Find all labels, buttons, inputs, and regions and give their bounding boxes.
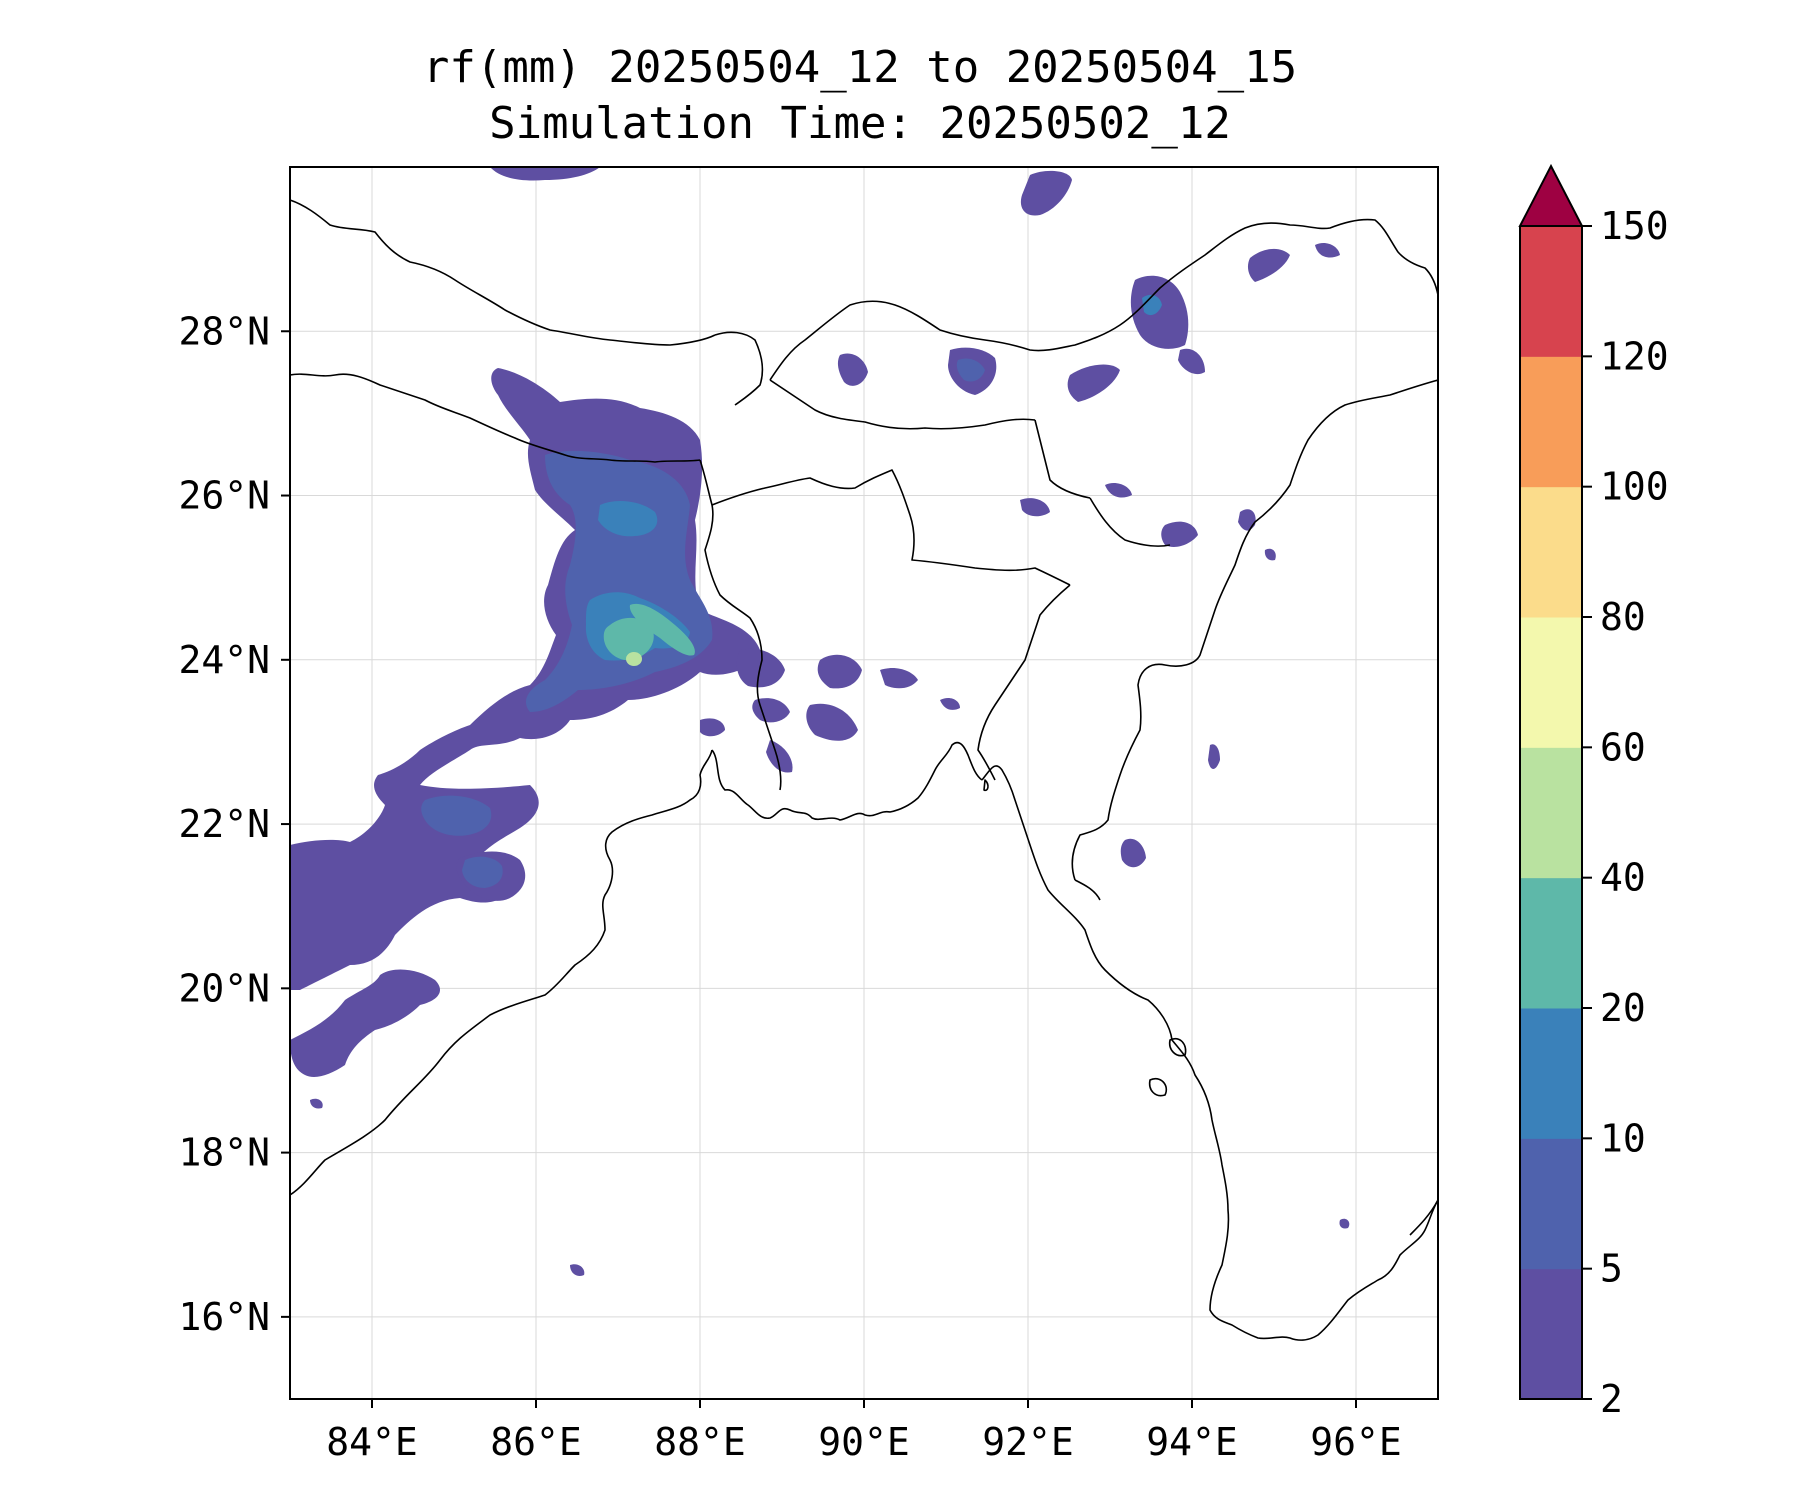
rain-patch-bay-2: [1339, 1218, 1350, 1229]
border-bhutan-south: [769, 379, 1036, 430]
rainfall-contours: [290, 167, 1350, 1276]
rain-core-level3-north: [598, 500, 658, 537]
rain-patch-tibet: [1020, 170, 1072, 216]
lon-tick-label: 94°E: [1146, 1420, 1238, 1464]
lon-tick-label: 86°E: [490, 1420, 582, 1464]
figure-title-line1: rf(mm) 20250504_12 to 20250504_15: [423, 42, 1297, 93]
colorbar-tick-label: 5: [1600, 1247, 1623, 1291]
border-myanmar-coastal: [1074, 879, 1101, 901]
rain-patch-chin: [1120, 838, 1146, 868]
rain-core-level4: [603, 617, 654, 661]
lon-tick-label: 88°E: [654, 1420, 746, 1464]
rain-patch-central-1: [736, 648, 785, 688]
rain-patch-arunachal-core: [1142, 294, 1162, 316]
lat-tick-label: 22°N: [178, 802, 270, 846]
colorbar-segment: [1520, 1008, 1582, 1139]
rain-patch-central-4: [752, 698, 790, 723]
colorbar-segment: [1520, 356, 1582, 488]
rain-patch-arunachal-4: [1178, 348, 1205, 375]
rain-patch-level2-sw: [462, 856, 503, 888]
colorbar-tick-label: 10: [1600, 1116, 1646, 1160]
rain-patch-west-small: [310, 1098, 323, 1109]
border-nepal-north: [290, 199, 716, 346]
border-myanmar-thailand: [1409, 1199, 1438, 1236]
border-bangladesh-west: [699, 459, 782, 791]
rain-patch-central-5: [700, 718, 725, 737]
island-ramree: [1168, 1037, 1187, 1057]
colorbar-tick-label: 120: [1600, 334, 1669, 378]
coastline-bengal-delta: [711, 741, 983, 821]
rain-peak-level5: [626, 652, 642, 666]
border-assam: [1034, 419, 1171, 547]
colorbar-tick-label: 2: [1600, 1377, 1623, 1421]
colorbar-tick-label: 20: [1600, 986, 1646, 1030]
figure-title-line2: Simulation Time: 20250502_12: [489, 98, 1231, 149]
colorbar-extend-arrow: [1518, 163, 1584, 227]
border-bangladesh-north: [711, 469, 1071, 586]
lat-tick-label: 24°N: [178, 638, 270, 682]
rain-patch-central-6: [766, 740, 793, 773]
lon-tick-label: 96°E: [1310, 1420, 1402, 1464]
colorbar-segment: [1520, 1268, 1582, 1400]
colorbar-tick-label: 80: [1600, 595, 1646, 639]
border-bangladesh-east: [977, 584, 1071, 781]
border-nepal-south: [290, 373, 701, 463]
colorbar-segment: [1520, 747, 1582, 879]
rain-patch-bay-1: [570, 1264, 585, 1276]
rain-patch-arunachal-2: [1247, 248, 1290, 282]
rain-streak-level4: [629, 603, 695, 656]
colorbar-segment: [1520, 486, 1582, 618]
rain-patch-central-8: [940, 697, 960, 710]
rain-patch-manipur: [1208, 744, 1220, 769]
colorbar-tick-label: 60: [1600, 725, 1646, 769]
rain-patch-assam-3: [1161, 521, 1198, 547]
rain-patch-assam-5: [1264, 548, 1276, 561]
rain-patch-central-7: [880, 668, 918, 689]
rain-patch-central-3: [806, 703, 858, 741]
lat-tick-label: 18°N: [178, 1131, 270, 1175]
rain-patch-assam-4: [1238, 509, 1256, 531]
rain-patch-arunachal: [1130, 275, 1189, 349]
coastlines-borders: [290, 199, 1438, 1341]
colorbar-segment: [1520, 877, 1582, 1009]
border-india-myanmar: [1071, 379, 1438, 881]
coastline-myanmar: [981, 765, 1438, 1341]
rain-patch-bhutan-3: [837, 353, 868, 386]
rain-patch-arunachal-5: [1315, 243, 1340, 258]
lon-tick-label: 90°E: [818, 1420, 910, 1464]
lat-tick-label: 26°N: [178, 474, 270, 518]
lat-tick-label: 20°N: [178, 966, 270, 1010]
lat-tick-label: 28°N: [178, 309, 270, 353]
colorbar-segment: [1520, 226, 1582, 357]
colorbar-segment: [1520, 1138, 1582, 1270]
colorbar-segment: [1520, 617, 1582, 748]
colorbar: 2 5 10 20 40 60 80 100 120 150: [1518, 163, 1669, 1421]
map-panel: 84°E 86°E 88°E 90°E 92°E 94°E 96°E 16°N 18°N 20°…: [178, 166, 1439, 1464]
colorbar-tick-label: 100: [1600, 465, 1669, 509]
rain-patch-assam-2: [1105, 483, 1132, 498]
rain-patch-bhutan-2: [956, 358, 985, 382]
latitude-ticks: 16°N 18°N 20°N 22°N 24°N 26°N 28°N: [178, 309, 290, 1339]
rain-patch-level2-south: [421, 795, 492, 836]
island-1: [983, 779, 989, 792]
rain-patch-nepal-top: [490, 167, 600, 181]
rain-patch-arunachal-3: [1067, 364, 1120, 402]
island-sri: [1148, 1077, 1168, 1097]
colorbar-tick-label: 40: [1600, 856, 1646, 900]
colorbar-tick-label: 150: [1600, 204, 1669, 248]
rain-patch-west-edge: [290, 969, 440, 1077]
lat-tick-label: 16°N: [178, 1295, 270, 1339]
longitude-ticks: 84°E 86°E 88°E 90°E 92°E 94°E 96°E: [326, 1399, 1402, 1464]
coastline-india-east: [290, 749, 713, 1196]
rain-patch-assam-1: [1020, 498, 1050, 517]
lon-tick-label: 92°E: [982, 1420, 1074, 1464]
lon-tick-label: 84°E: [326, 1420, 418, 1464]
rain-patch-central-2: [817, 654, 862, 689]
border-himalaya: [714, 218, 1438, 406]
colorbar-outline: [1519, 226, 1583, 1400]
